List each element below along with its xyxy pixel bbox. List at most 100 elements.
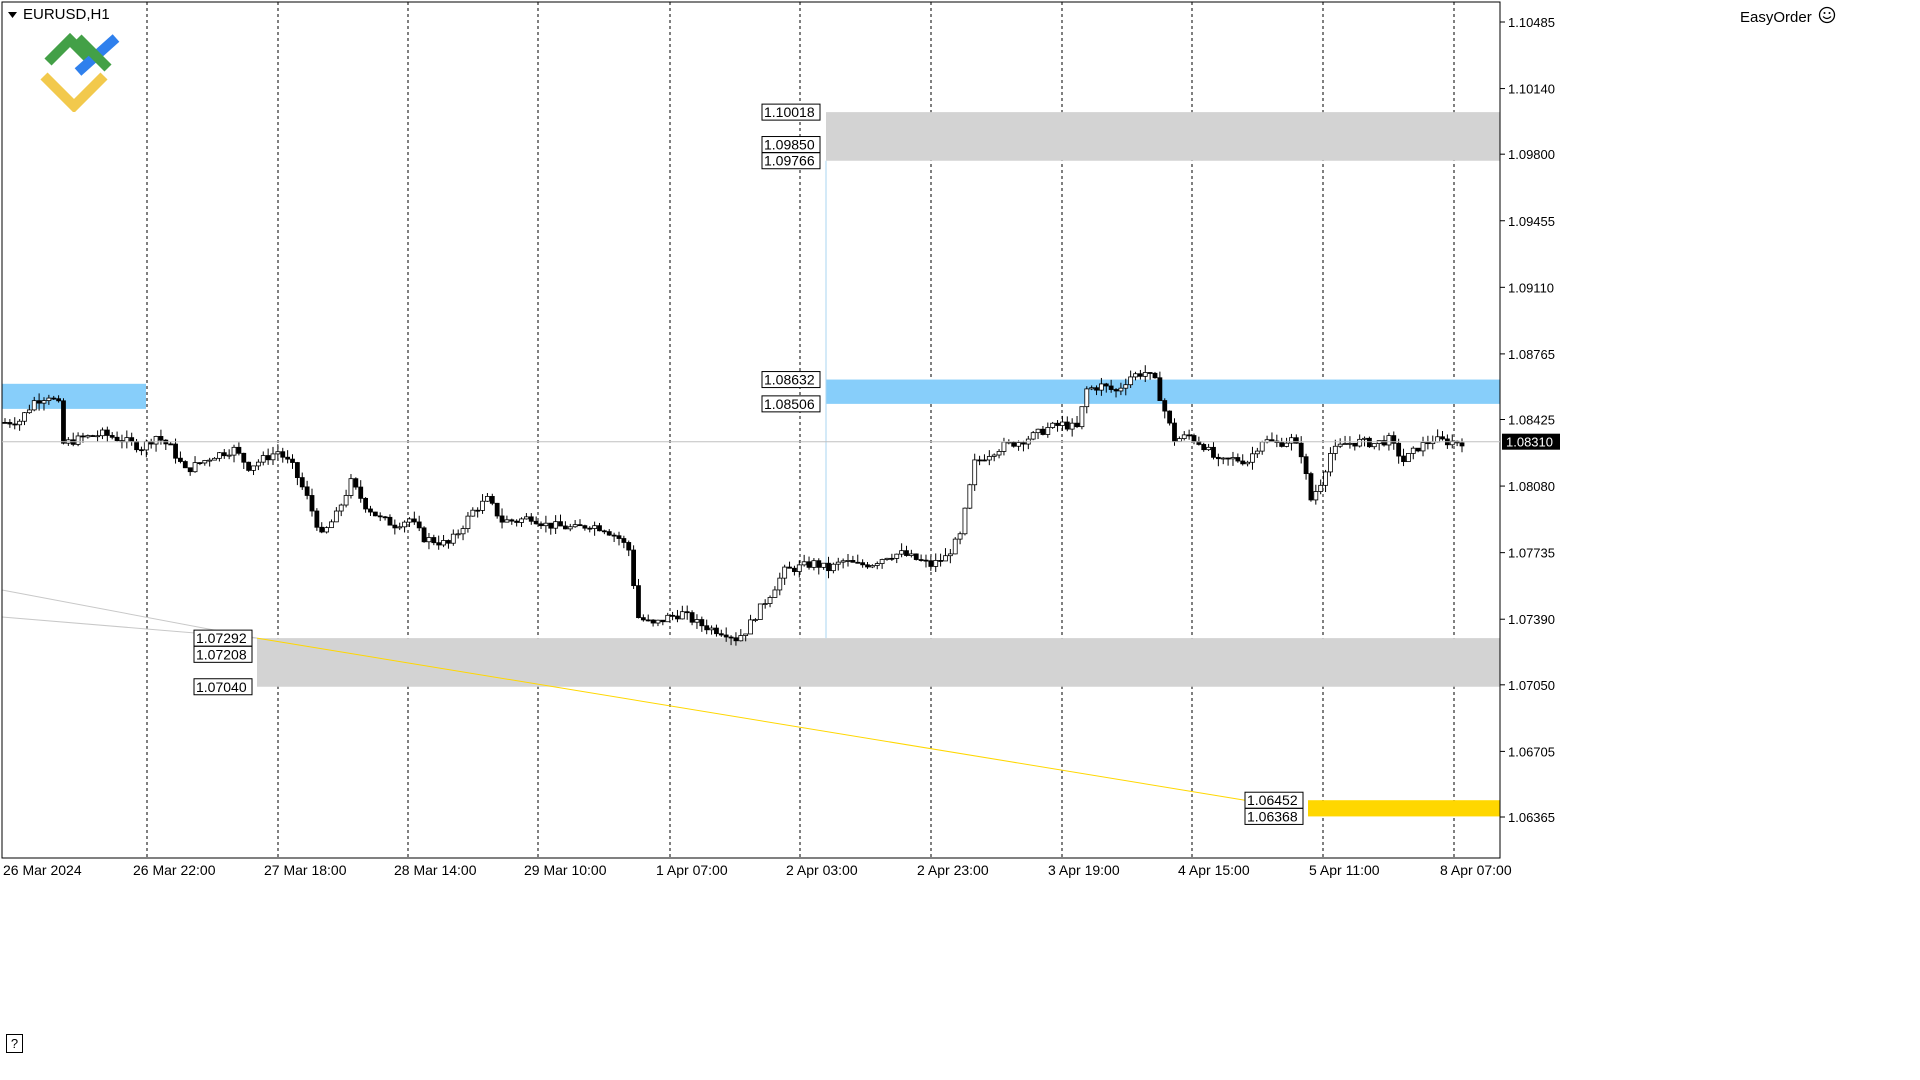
candle-body [377, 515, 383, 518]
candle-body [31, 400, 37, 411]
candle-body [61, 400, 66, 444]
candle-body [85, 435, 91, 438]
candle-body [684, 611, 690, 614]
zones-layer [2, 112, 1500, 817]
candle-body [1128, 376, 1134, 386]
zone-price-box [761, 371, 821, 389]
candle-body [986, 456, 992, 461]
candle-body [1401, 455, 1406, 463]
candle-body [1235, 457, 1241, 462]
candle-body [431, 537, 437, 544]
candle-body [173, 443, 178, 459]
candle-body [319, 526, 325, 533]
candle-body [689, 612, 695, 623]
candle-body [1016, 442, 1021, 447]
zone-price-box [193, 645, 253, 663]
candle-body [1167, 410, 1173, 424]
candle-body [368, 508, 373, 513]
triangle-down-icon[interactable] [8, 6, 18, 23]
smiley-icon[interactable] [1818, 6, 1836, 28]
candle-body [1328, 453, 1333, 473]
candle-body [1060, 421, 1065, 426]
candle-body [1001, 441, 1007, 452]
candle-body [348, 478, 354, 496]
zone-price-label: 1.08632 [764, 372, 815, 388]
candle-body [665, 614, 671, 623]
candle-body [582, 525, 588, 529]
candle-body [709, 627, 714, 631]
candle-body [124, 437, 130, 443]
candle-body [567, 526, 573, 530]
candle-body [787, 566, 792, 569]
candle-body [904, 550, 909, 556]
candle-body [1094, 387, 1099, 391]
candle-body [572, 524, 578, 528]
candle-body [441, 540, 446, 546]
candle-body [816, 560, 822, 568]
candle-body [290, 458, 295, 463]
candle-body [1318, 484, 1324, 492]
candle-body [982, 459, 987, 462]
zone-price-label: 1.09766 [764, 153, 815, 169]
x-tick-label: 2 Apr 23:00 [917, 862, 989, 878]
candle-body [285, 456, 291, 460]
help-button[interactable]: ? [6, 1034, 23, 1053]
candle-body [304, 486, 310, 496]
candle-body [446, 540, 451, 544]
candle-body [1045, 427, 1051, 435]
candle-body [894, 553, 900, 559]
candle-body [548, 522, 554, 529]
candle-body [675, 615, 680, 620]
candle-body [621, 538, 627, 543]
candle-body [460, 528, 466, 535]
candle-body [767, 597, 773, 604]
candle-body [397, 526, 403, 529]
candle-body [587, 527, 593, 530]
candle-body [231, 446, 237, 456]
candle-body [134, 441, 139, 451]
candle-body [597, 525, 602, 532]
candle-body [329, 521, 334, 529]
candle-body [168, 443, 174, 446]
candle-body [1337, 443, 1343, 447]
target-zone-zone [1308, 800, 1500, 817]
candle-body [363, 497, 368, 510]
candle-body [943, 555, 948, 562]
candle-body [772, 589, 778, 598]
candle-body [743, 633, 749, 636]
expert-advisor-label[interactable]: EasyOrder [1740, 6, 1836, 28]
y-tick-label: 1.09455 [1508, 214, 1555, 229]
candle-body [777, 577, 783, 591]
candle-body [1303, 456, 1309, 475]
candle-body [26, 409, 32, 414]
candle-body [465, 515, 471, 529]
y-tick-label: 1.10140 [1508, 82, 1555, 97]
candle-body [811, 560, 817, 568]
candle-body [1347, 442, 1353, 445]
candle-body [519, 518, 524, 523]
candles-layer [2, 365, 1465, 646]
candle-body [879, 559, 885, 564]
zone-price-label: 1.06452 [1247, 792, 1298, 808]
candle-body [455, 533, 461, 536]
y-tick-label: 1.08765 [1508, 347, 1555, 362]
candle-body [679, 611, 685, 620]
candle-body [528, 516, 534, 522]
current-price-label: 1.08310 [1506, 435, 1553, 450]
zone-price-label: 1.09850 [764, 137, 815, 153]
candle-body [421, 527, 427, 543]
target-trendline [256, 637, 1246, 801]
candle-body [514, 520, 520, 523]
x-tick-label: 8 Apr 07:00 [1440, 862, 1512, 878]
candle-body [265, 455, 271, 461]
candle-body [606, 531, 612, 536]
candle-body [714, 627, 719, 635]
candle-body [1074, 422, 1080, 428]
early-pivot-zone [2, 383, 146, 409]
candle-body [1108, 385, 1114, 390]
symbol-header[interactable]: EURUSD,H1 [8, 6, 110, 23]
y-tick-label: 1.06705 [1508, 744, 1555, 759]
candle-body [977, 459, 982, 462]
candle-body [382, 516, 388, 519]
